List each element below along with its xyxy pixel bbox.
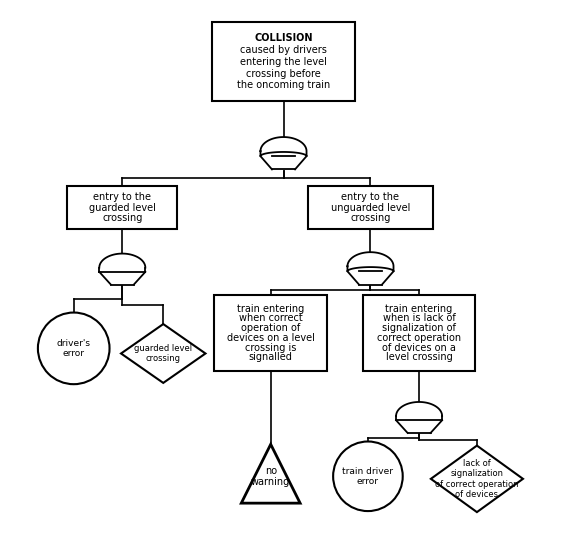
Text: signalled: signalled [249,352,293,362]
Polygon shape [348,252,393,271]
Text: no
warning: no warning [251,466,290,488]
Text: correct operation: correct operation [377,333,461,343]
Circle shape [333,441,403,511]
Text: train entering: train entering [386,304,452,314]
FancyBboxPatch shape [308,186,433,229]
Text: COLLISION: COLLISION [254,33,313,43]
Text: the oncoming train: the oncoming train [237,80,330,91]
Text: entry to the: entry to the [94,192,151,203]
Text: unguarded level: unguarded level [331,203,410,213]
Text: when is lack of: when is lack of [383,313,455,324]
Text: level crossing: level crossing [386,352,452,362]
Text: entering the level: entering the level [240,57,327,67]
Polygon shape [99,254,145,272]
Text: crossing is: crossing is [245,343,297,352]
FancyBboxPatch shape [214,295,327,372]
Text: guarded level
crossing: guarded level crossing [134,344,192,363]
Text: caused by drivers: caused by drivers [240,45,327,55]
FancyBboxPatch shape [67,186,177,229]
Text: of devices on a: of devices on a [382,343,456,352]
FancyBboxPatch shape [363,295,475,372]
Text: driver's
error: driver's error [57,338,91,358]
Polygon shape [396,402,442,420]
Text: crossing: crossing [102,213,142,223]
Text: signalization of: signalization of [382,323,456,333]
Text: when correct: when correct [239,313,303,324]
Polygon shape [121,324,205,383]
Text: crossing before: crossing before [246,69,321,79]
Text: devices on a level: devices on a level [227,333,315,343]
Polygon shape [431,446,523,512]
Text: operation of: operation of [241,323,301,333]
Text: crossing: crossing [350,213,391,223]
Text: train entering: train entering [237,304,304,314]
Polygon shape [260,137,307,156]
Text: guarded level: guarded level [89,203,156,213]
Text: lack of
signalization
of correct operation
of devices: lack of signalization of correct operati… [435,459,519,499]
Circle shape [38,312,109,384]
Text: entry to the: entry to the [341,192,400,203]
FancyBboxPatch shape [212,22,355,101]
Polygon shape [242,445,300,503]
Text: train driver
error: train driver error [342,466,393,486]
